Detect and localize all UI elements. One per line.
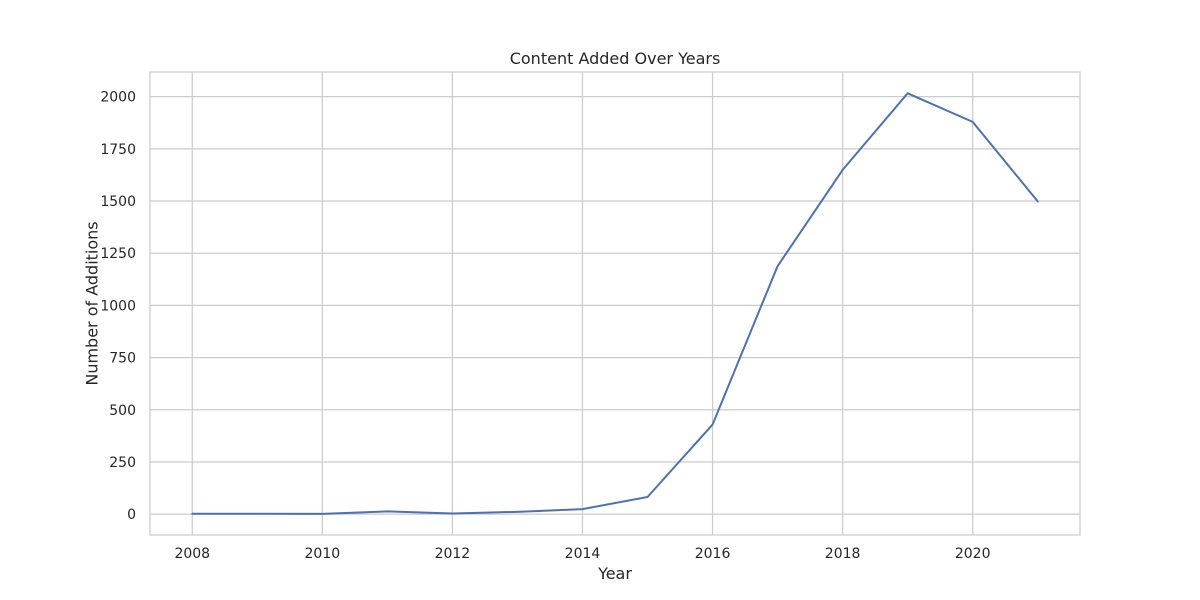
x-tick-labels: 2008 2010 2012 2014 2016 2018 2020 [174,546,990,562]
plot-area-frame [149,71,1081,536]
y-tick-label: 750 [109,351,136,367]
x-tick-label: 2008 [174,546,210,562]
x-tick-label: 2010 [305,546,341,562]
grid-lines [150,72,1080,535]
y-tick-label: 250 [109,455,136,471]
y-tick-label: 1250 [100,246,136,262]
y-tick-label: 500 [109,403,136,419]
x-tick-label: 2014 [565,546,601,562]
x-axis-label: Year [597,564,632,583]
y-tick-label: 2000 [100,90,136,106]
y-tick-label: 1500 [100,194,136,210]
x-tick-label: 2016 [695,546,731,562]
y-axis-label: Number of Additions [83,221,102,385]
x-tick-label: 2018 [825,546,861,562]
y-tick-label: 0 [127,507,136,523]
x-tick-label: 2020 [955,546,991,562]
x-tick-label: 2012 [435,546,471,562]
chart-title: Content Added Over Years [510,49,721,68]
series-line [191,92,1039,515]
series-layer [191,92,1039,515]
y-tick-label: 1750 [100,142,136,158]
y-tick-labels: 0 250 500 750 1000 1250 1500 1750 2000 [100,90,136,523]
y-tick-label: 1000 [100,298,136,314]
